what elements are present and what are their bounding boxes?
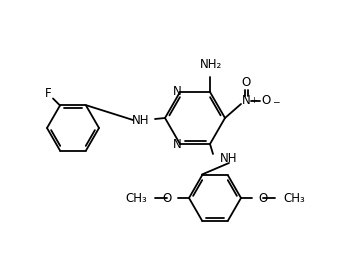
Text: O: O xyxy=(241,77,251,90)
Text: CH₃: CH₃ xyxy=(125,191,147,205)
Text: CH₃: CH₃ xyxy=(283,191,305,205)
Text: F: F xyxy=(45,87,51,100)
Text: O: O xyxy=(163,191,172,205)
Text: O: O xyxy=(258,191,267,205)
Text: +: + xyxy=(250,96,257,105)
Text: −: − xyxy=(272,97,280,106)
Text: NH: NH xyxy=(220,152,238,165)
Text: NH: NH xyxy=(131,114,149,126)
Text: N: N xyxy=(242,94,250,108)
Text: O: O xyxy=(261,94,270,108)
Text: N: N xyxy=(173,139,181,151)
Text: NH₂: NH₂ xyxy=(200,58,222,71)
Text: N: N xyxy=(173,85,181,98)
